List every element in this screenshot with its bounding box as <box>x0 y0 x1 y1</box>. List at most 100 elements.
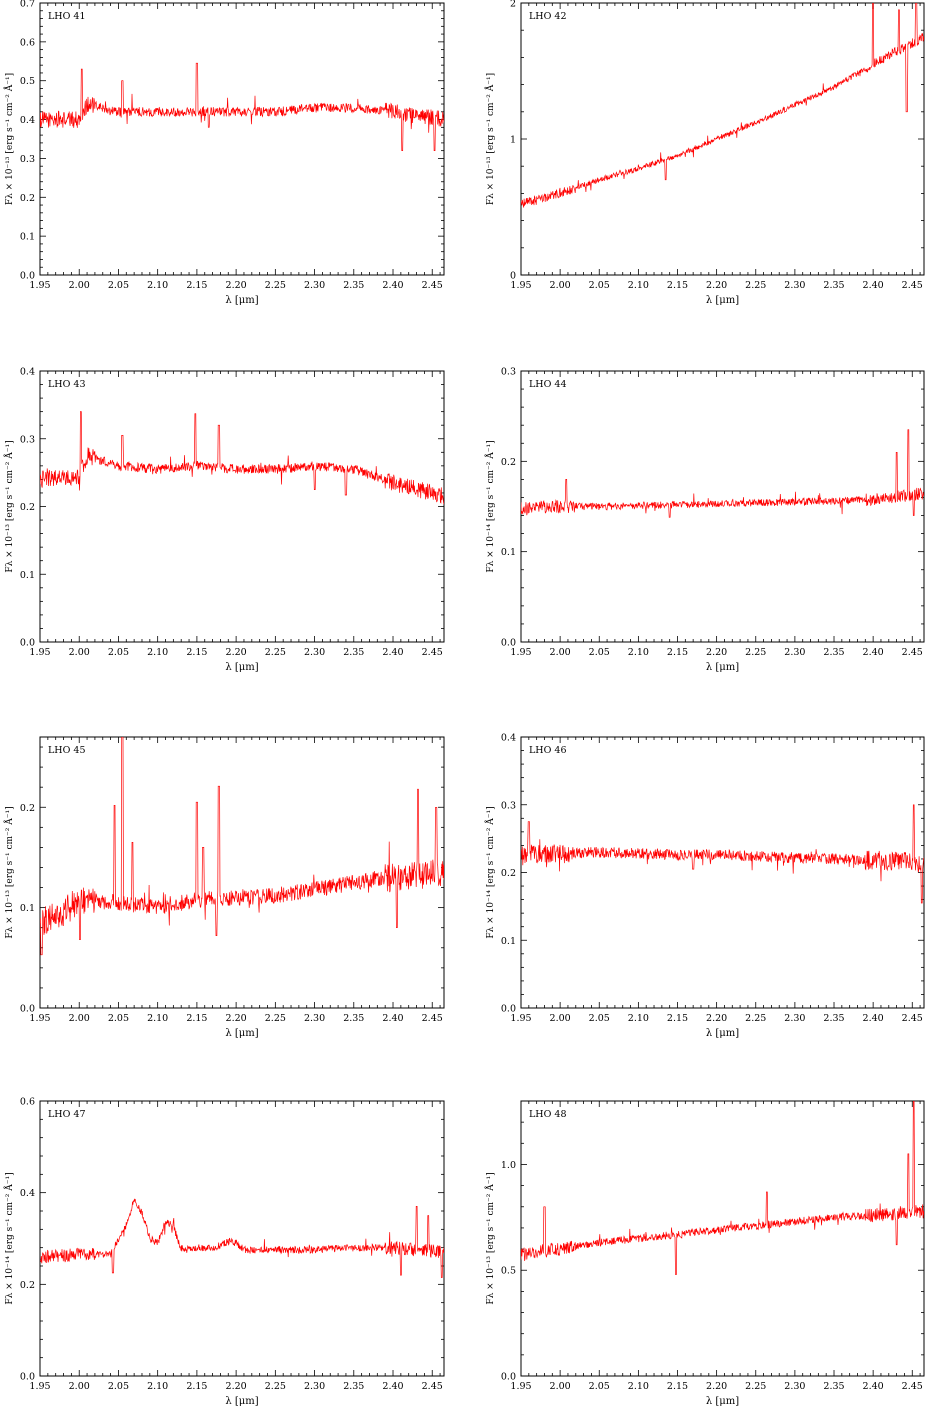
x-tick-label: 2.25 <box>745 280 766 291</box>
x-tick-label: 2.35 <box>343 1013 364 1024</box>
spectrum-line <box>40 411 444 505</box>
y-tick-label: 0.4 <box>20 1188 35 1199</box>
y-tick-label: 1.0 <box>501 1160 516 1171</box>
x-tick-label: 2.10 <box>628 280 649 291</box>
x-tick-label: 2.30 <box>784 1381 805 1392</box>
x-tick-label: 2.00 <box>69 280 90 291</box>
x-tick-label: 1.95 <box>510 1381 531 1392</box>
plot-frame <box>39 370 445 643</box>
x-tick-label: 2.05 <box>108 1013 129 1024</box>
x-tick-label: 2.20 <box>226 1381 247 1392</box>
panel-lho-48: 1.95 2.00 2.05 2.10 2.15 2.20 2.25 2.30 2.35 2.40… <box>484 1100 925 1406</box>
x-tick-label: 2.45 <box>902 647 923 658</box>
x-tick-label: 2.05 <box>589 1381 610 1392</box>
y-axis-label: Fλ × 10⁻¹³ [erg s⁻¹ cm⁻² Å⁻¹] <box>484 1172 496 1304</box>
y-tick-label: 0.0 <box>501 1372 516 1383</box>
x-tick-label: 2.30 <box>304 1013 325 1024</box>
x-tick-label: 2.20 <box>226 647 247 658</box>
y-tick-label: 1 <box>510 135 516 146</box>
y-tick-label: 0.4 <box>501 733 516 744</box>
x-tick-label: 2.05 <box>108 280 129 291</box>
x-tick-label: 2.00 <box>69 1013 90 1024</box>
panel-lho-44: 1.95 2.00 2.05 2.10 2.15 2.20 2.25 2.30 2.35 2.40… <box>484 367 925 673</box>
x-tick-label: 2.40 <box>382 647 403 658</box>
y-tick-label: 0.0 <box>20 1004 35 1015</box>
x-tick-label: 2.25 <box>745 647 766 658</box>
y-tick-label: 2 <box>510 0 516 10</box>
y-tick-label: 0.4 <box>20 367 35 378</box>
y-tick-label: 0.5 <box>20 76 35 87</box>
x-tick-label: 2.20 <box>706 1381 727 1392</box>
y-tick-label: 0.5 <box>501 1266 516 1277</box>
x-tick-label: 2.25 <box>265 1381 286 1392</box>
panel-lho-42: 1.95 2.00 2.05 2.10 2.15 2.20 2.25 2.30 2.35 2.40… <box>484 0 925 306</box>
x-tick-label: 2.05 <box>589 647 610 658</box>
x-tick-label: 2.45 <box>422 1381 443 1392</box>
panel-lho-41: 1.95 2.00 2.05 2.10 2.15 2.20 2.25 2.30 2.35 2.40… <box>3 0 445 306</box>
y-tick-label: 0.2 <box>20 803 35 814</box>
x-axis-label: λ [μm] <box>225 295 258 306</box>
x-tick-label: 2.15 <box>667 1381 688 1392</box>
x-tick-label: 2.00 <box>550 280 571 291</box>
panel-lho-43: 1.95 2.00 2.05 2.10 2.15 2.20 2.25 2.30 2.35 2.40… <box>3 367 445 673</box>
x-tick-label: 2.40 <box>863 1013 884 1024</box>
x-tick-label: 2.30 <box>304 1381 325 1392</box>
x-tick-label: 2.30 <box>784 1013 805 1024</box>
x-tick-label: 2.35 <box>823 1013 844 1024</box>
x-tick-label: 2.45 <box>422 1013 443 1024</box>
spectrum-line <box>521 3 924 208</box>
x-tick-label: 2.40 <box>863 647 884 658</box>
panel-lho-46: 1.95 2.00 2.05 2.10 2.15 2.20 2.25 2.30 2.35 2.40… <box>484 733 925 1039</box>
x-tick-label: 1.95 <box>29 280 50 291</box>
x-tick-label: 1.95 <box>29 647 50 658</box>
x-tick-label: 2.10 <box>147 280 168 291</box>
x-tick-label: 2.45 <box>422 280 443 291</box>
x-tick-label: 2.20 <box>226 1013 247 1024</box>
x-tick-label: 2.05 <box>589 280 610 291</box>
y-tick-label: 0.1 <box>20 570 35 581</box>
y-axis-label: Fλ × 10⁻¹³ [erg s⁻¹ cm⁻² Å⁻¹] <box>3 806 15 938</box>
plot-frame <box>39 1100 445 1377</box>
x-tick-label: 2.20 <box>706 647 727 658</box>
plot-frame <box>520 2 925 276</box>
panel-label: LHO 45 <box>48 745 86 756</box>
y-axis-label: Fλ × 10⁻¹⁴ [erg s⁻¹ cm⁻² Å⁻¹] <box>3 1172 15 1304</box>
y-tick-label: 0.3 <box>20 434 35 445</box>
x-tick-label: 2.30 <box>304 280 325 291</box>
x-tick-label: 2.00 <box>69 1381 90 1392</box>
y-tick-label: 0.0 <box>501 638 516 649</box>
x-tick-label: 2.15 <box>186 1013 207 1024</box>
x-tick-label: 2.10 <box>147 1381 168 1392</box>
x-tick-label: 2.25 <box>745 1013 766 1024</box>
y-axis-label: Fλ × 10⁻¹⁴ [erg s⁻¹ cm⁻² Å⁻¹] <box>484 806 496 938</box>
y-tick-label: 0.2 <box>20 193 35 204</box>
spectrum-line <box>521 804 924 904</box>
y-tick-label: 0.0 <box>20 638 35 649</box>
x-tick-label: 2.35 <box>343 280 364 291</box>
y-tick-label: 0.3 <box>501 800 516 811</box>
x-tick-label: 2.10 <box>628 647 649 658</box>
x-tick-label: 2.10 <box>628 1381 649 1392</box>
plot-frame <box>520 736 925 1009</box>
y-axis-label: Fλ × 10⁻¹³ [erg s⁻¹ cm⁻² Å⁻¹] <box>484 73 496 205</box>
plot-frame <box>39 736 445 1009</box>
x-tick-label: 2.30 <box>784 647 805 658</box>
y-tick-label: 0.4 <box>20 115 35 126</box>
x-tick-label: 2.25 <box>265 1013 286 1024</box>
y-tick-label: 0.7 <box>20 0 35 10</box>
x-tick-label: 2.05 <box>108 1381 129 1392</box>
spectrum-line <box>40 737 444 956</box>
x-axis-label: λ [μm] <box>225 662 258 673</box>
x-axis-label: λ [μm] <box>706 1396 739 1406</box>
y-tick-label: 0.0 <box>501 1004 516 1015</box>
y-tick-label: 0.0 <box>20 1372 35 1383</box>
x-axis-label: λ [μm] <box>225 1028 258 1039</box>
panel-label: LHO 47 <box>48 1109 86 1120</box>
panel-label: LHO 44 <box>529 379 567 390</box>
x-tick-label: 2.10 <box>628 1013 649 1024</box>
x-tick-label: 2.45 <box>902 280 923 291</box>
spectrum-line <box>521 1101 924 1275</box>
panel-label: LHO 46 <box>529 745 567 756</box>
x-tick-label: 2.35 <box>343 1381 364 1392</box>
x-tick-label: 2.00 <box>69 647 90 658</box>
